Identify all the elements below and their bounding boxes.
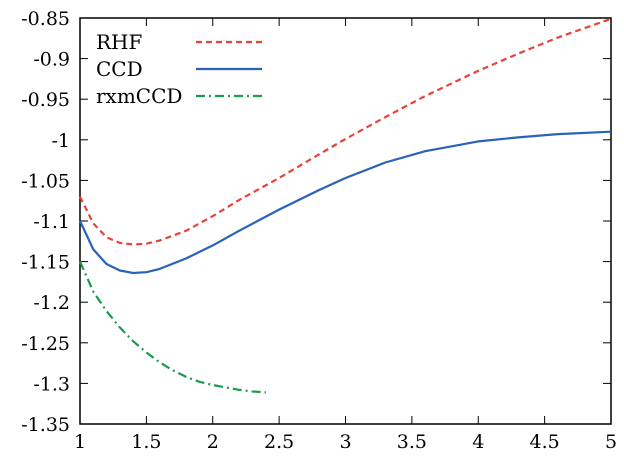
x-tick-label: 3.5 bbox=[397, 431, 427, 453]
y-tick-label: -0.95 bbox=[21, 89, 70, 111]
x-tick-label: 3 bbox=[339, 431, 351, 453]
y-tick-label: -1.05 bbox=[21, 170, 70, 192]
y-tick-label: -1.2 bbox=[33, 292, 70, 314]
series-line-ccd bbox=[79, 130, 612, 275]
y-tick-labels: -1.35 -1.3 -1.25 -1.2 -1.15 -1.1 -1.05 -1 -0.95 -… bbox=[21, 8, 70, 436]
x-tick-labels: 1 1.5 2 2.5 3 3.5 4 4.5 5 bbox=[74, 431, 617, 453]
legend-label-ccd: CCD bbox=[96, 57, 143, 81]
x-tick-label: 2.5 bbox=[264, 431, 294, 453]
x-tick-label: 4.5 bbox=[530, 431, 560, 453]
legend-label-rhf: RHF bbox=[96, 30, 143, 54]
series-line-rxmccd bbox=[78, 261, 266, 394]
series-lines bbox=[78, 17, 612, 394]
x-tick-label: 1 bbox=[74, 431, 86, 453]
y-tick-label: -1 bbox=[51, 130, 70, 152]
y-tick-label: -1.15 bbox=[21, 252, 70, 274]
x-tick-label: 1.5 bbox=[131, 431, 161, 453]
y-tick-label: -1.1 bbox=[33, 211, 70, 233]
plot-frame bbox=[79, 17, 612, 425]
y-tick-label: -0.9 bbox=[33, 49, 70, 71]
y-tick-label: -1.35 bbox=[21, 414, 70, 436]
x-tick-label: 4 bbox=[472, 431, 484, 453]
y-tick-label: -1.3 bbox=[33, 373, 70, 395]
legend: RHF CCD rxmCCD bbox=[96, 30, 262, 108]
y-tick-label: -1.25 bbox=[21, 333, 70, 355]
y-tick-label: -0.85 bbox=[21, 8, 70, 30]
legend-label-rxmccd: rxmCCD bbox=[96, 84, 182, 108]
x-tick-label: 2 bbox=[207, 431, 219, 453]
series-line-rhf bbox=[79, 17, 612, 246]
axis-ticks bbox=[79, 17, 612, 425]
x-tick-label: 5 bbox=[605, 431, 617, 453]
